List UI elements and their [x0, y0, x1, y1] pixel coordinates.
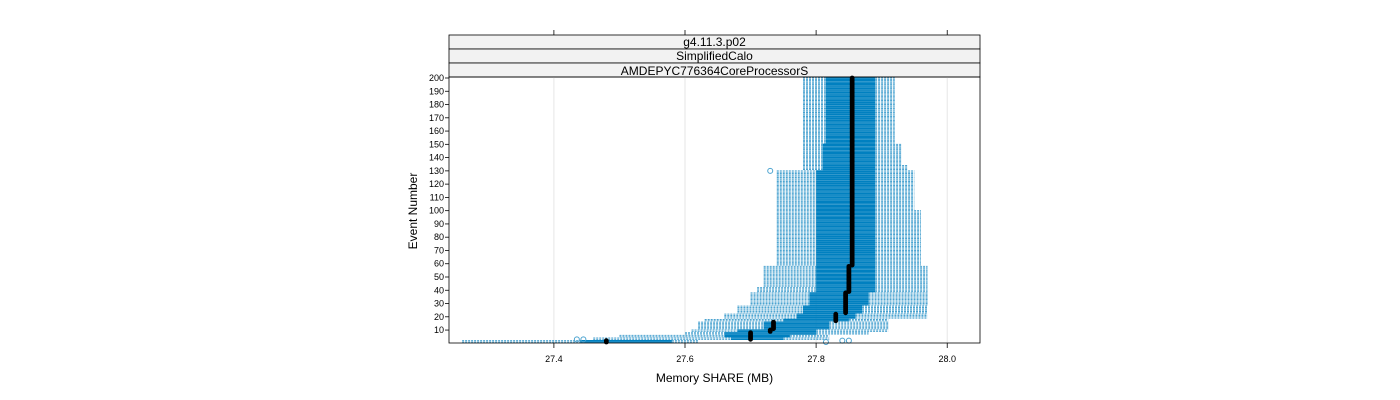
whisker-layer — [462, 77, 928, 343]
x-axis-title: Memory SHARE (MB) — [656, 371, 773, 385]
x-tick-label: 27.8 — [807, 354, 825, 364]
plot-frame — [448, 76, 981, 344]
median-dot — [833, 311, 839, 317]
strip-text-2: SimplifiedCalo — [676, 49, 753, 63]
strip-text-1: g4.11.3.p02 — [683, 35, 746, 49]
y-tick-label: 200 — [429, 73, 444, 83]
x-tick-label: 28.0 — [938, 354, 956, 364]
median-dot — [748, 330, 753, 336]
y-tick-label: 160 — [429, 126, 444, 136]
outlier-point — [822, 339, 829, 345]
y-tick-label: 60 — [434, 259, 444, 269]
y-tick-label: 140 — [429, 153, 444, 163]
y-tick-label: 10 — [434, 325, 444, 335]
y-tick-label: 100 — [429, 206, 444, 216]
strip-group: g4.11.3.p02 SimplifiedCalo AMDEPYC776364… — [448, 34, 981, 78]
median-dot — [603, 338, 609, 344]
y-axis: 10 20 30 40 50 60 70 80 90 100 110 120 130 140 150 160 1… — [429, 73, 449, 335]
y-tick-label: 120 — [429, 179, 444, 189]
y-tick-label: 170 — [429, 113, 444, 123]
y-tick-label: 150 — [429, 139, 444, 149]
y-tick-label: 180 — [429, 100, 444, 110]
y-tick-label: 40 — [434, 285, 444, 295]
y-tick-label: 70 — [434, 245, 444, 255]
y-tick-label: 130 — [429, 166, 444, 176]
y-axis-title: Event Number — [406, 173, 420, 250]
median-dot — [849, 75, 855, 81]
outlier-point — [573, 336, 580, 343]
y-tick-label: 80 — [434, 232, 444, 242]
x-axis: 27.4 27.6 27.8 28.0 — [545, 30, 956, 364]
x-tick-label: 27.4 — [545, 354, 563, 364]
outlier-point — [845, 337, 852, 344]
box-layer — [580, 77, 876, 343]
y-tick-label: 50 — [434, 272, 444, 282]
median-dot — [771, 319, 776, 325]
strip-text-3: AMDEPYC776364CoreProcessorS — [621, 64, 808, 78]
median-layer — [603, 75, 855, 345]
y-tick-label: 20 — [434, 312, 444, 322]
outlier-point — [767, 167, 774, 174]
y-tick-label: 190 — [429, 86, 444, 96]
y-tick-label: 110 — [430, 192, 444, 202]
x-tick-label: 27.6 — [676, 354, 694, 364]
y-tick-label: 90 — [434, 219, 444, 229]
y-tick-label: 30 — [434, 299, 444, 309]
outlier-point — [580, 336, 587, 343]
outlier-point — [839, 337, 846, 344]
